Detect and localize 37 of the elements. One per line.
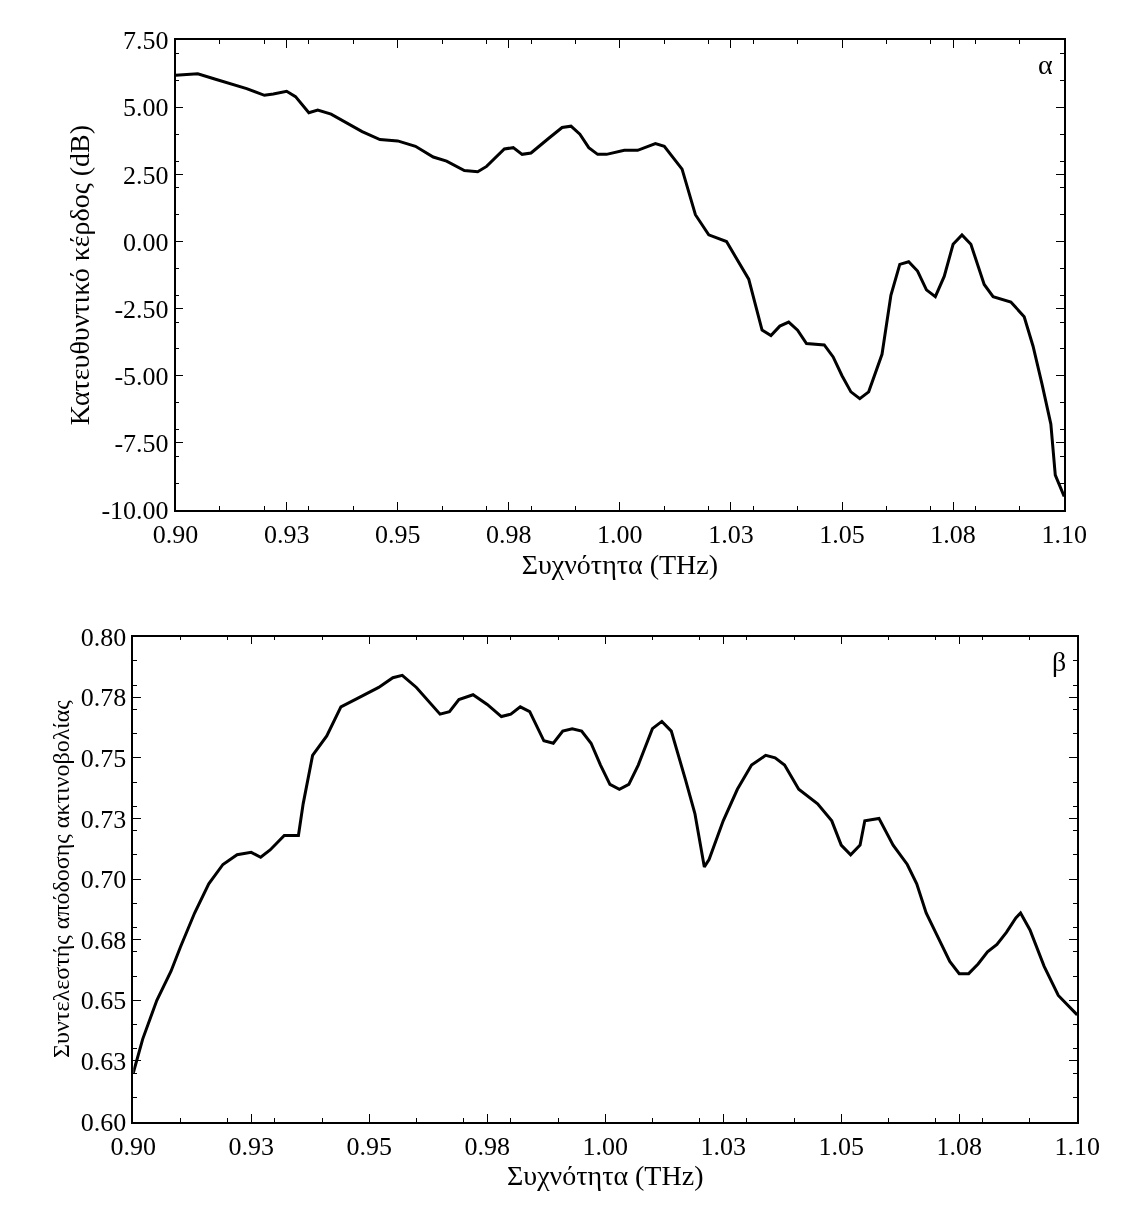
x-tick-label: 1.00	[597, 519, 643, 549]
x-tick-label: 1.03	[708, 519, 754, 549]
x-tick-label: 1.08	[936, 1131, 982, 1161]
y-tick-label: 2.50	[123, 160, 169, 190]
x-tick-label: 0.98	[486, 519, 532, 549]
y-axis-title: Κατευθυντικό κέρδος (dB)	[63, 124, 95, 426]
y-tick-label: -2.50	[114, 294, 169, 324]
x-tick-label: 1.10	[1054, 1131, 1100, 1161]
y-tick-label: 0.68	[80, 925, 127, 955]
y-tick-label: 0.73	[80, 804, 127, 834]
x-axis-title: Συχνότητα (THz)	[521, 548, 719, 580]
x-tick-label: 1.05	[819, 519, 865, 549]
x-tick-label: 0.93	[228, 1131, 274, 1161]
x-tick-label: 1.10	[1041, 519, 1087, 549]
y-tick-label: 0.70	[80, 865, 127, 895]
y-axis-title: Συντελεστής απόδοσης ακτινοβολίας	[48, 699, 75, 1058]
x-tick-label: 1.03	[700, 1131, 746, 1161]
y-tick-label: 0.80	[80, 622, 127, 652]
x-axis-title: Συχνότητα (THz)	[506, 1160, 704, 1192]
x-tick-label: 1.08	[930, 519, 976, 549]
y-tick-label: 0.63	[80, 1047, 127, 1077]
y-tick-label: -7.50	[114, 428, 169, 458]
y-tick-label: 0.75	[80, 743, 127, 773]
x-tick-label: 0.93	[263, 519, 310, 549]
annotation: α	[1038, 49, 1053, 80]
y-tick-label: 5.00	[123, 93, 169, 123]
x-tick-label: 1.00	[582, 1131, 628, 1161]
x-tick-label: 0.95	[374, 519, 421, 549]
y-tick-label: 0.65	[80, 986, 127, 1016]
x-tick-label: 0.98	[464, 1131, 510, 1161]
y-tick-label: -5.00	[114, 361, 169, 391]
x-tick-label: 1.05	[818, 1131, 864, 1161]
x-tick-label: 0.95	[346, 1131, 392, 1161]
y-tick-label: 7.50	[123, 26, 169, 56]
annotation: β	[1052, 646, 1067, 677]
y-tick-label: 0.00	[123, 227, 169, 257]
y-tick-label: 0.78	[80, 683, 127, 713]
